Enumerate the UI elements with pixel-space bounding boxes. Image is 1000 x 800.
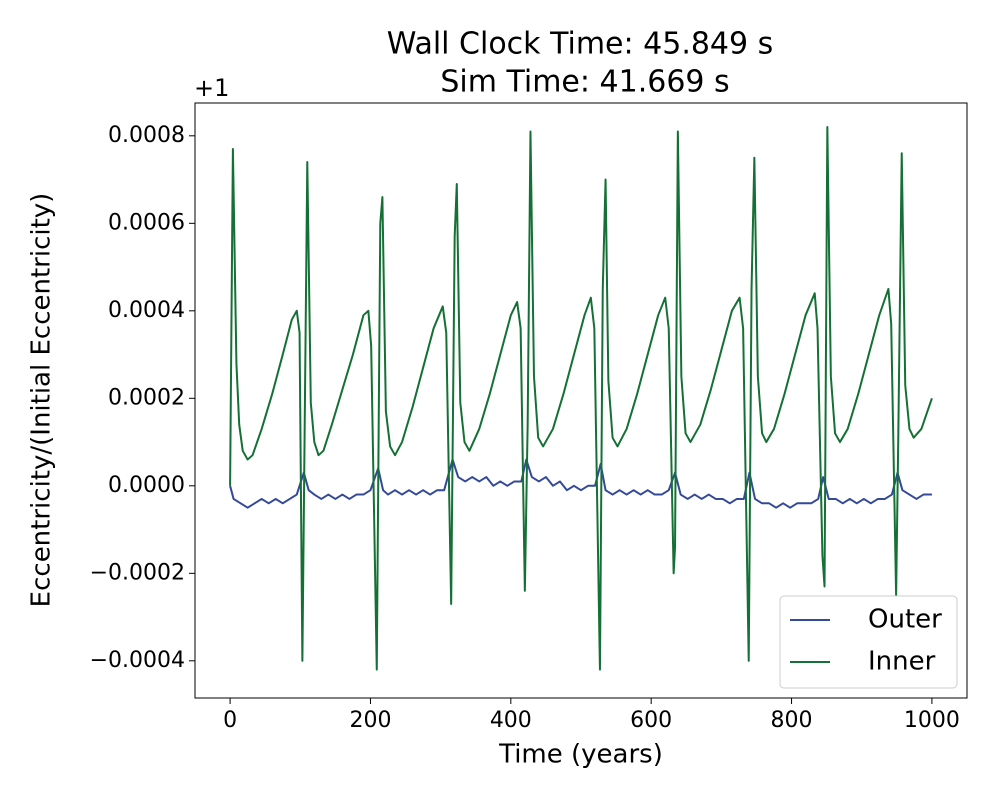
chart-title: Wall Clock Time: 45.849 s	[387, 27, 774, 62]
x-tick-label: 200	[349, 708, 391, 733]
legend-label: Inner	[868, 647, 936, 677]
y-tick-label: 0.0008	[108, 123, 185, 148]
y-offset-text: +1	[194, 74, 229, 102]
y-tick-label: 0.0004	[108, 298, 185, 323]
x-tick-label: 400	[490, 708, 532, 733]
y-tick-label: −0.0004	[90, 648, 185, 673]
y-axis-label: Eccentricity/(Initial Eccentricity)	[27, 193, 57, 608]
series-line	[229, 458, 932, 509]
x-tick-label: 600	[630, 708, 672, 733]
legend-label: Outer	[868, 605, 942, 635]
y-tick-label: 0.0000	[108, 473, 185, 498]
y-tick-label: 0.0006	[108, 210, 185, 235]
x-tick-label: 1000	[904, 708, 960, 733]
y-tick-label: 0.0002	[108, 385, 185, 410]
chart-title: Sim Time: 41.669 s	[440, 65, 729, 100]
series-line	[229, 126, 933, 671]
x-axis-label: Time (years)	[498, 740, 663, 770]
x-tick-label: 800	[771, 708, 813, 733]
y-tick-label: −0.0002	[90, 560, 185, 585]
x-tick-label: 0	[223, 708, 237, 733]
plot-frame	[194, 102, 968, 699]
